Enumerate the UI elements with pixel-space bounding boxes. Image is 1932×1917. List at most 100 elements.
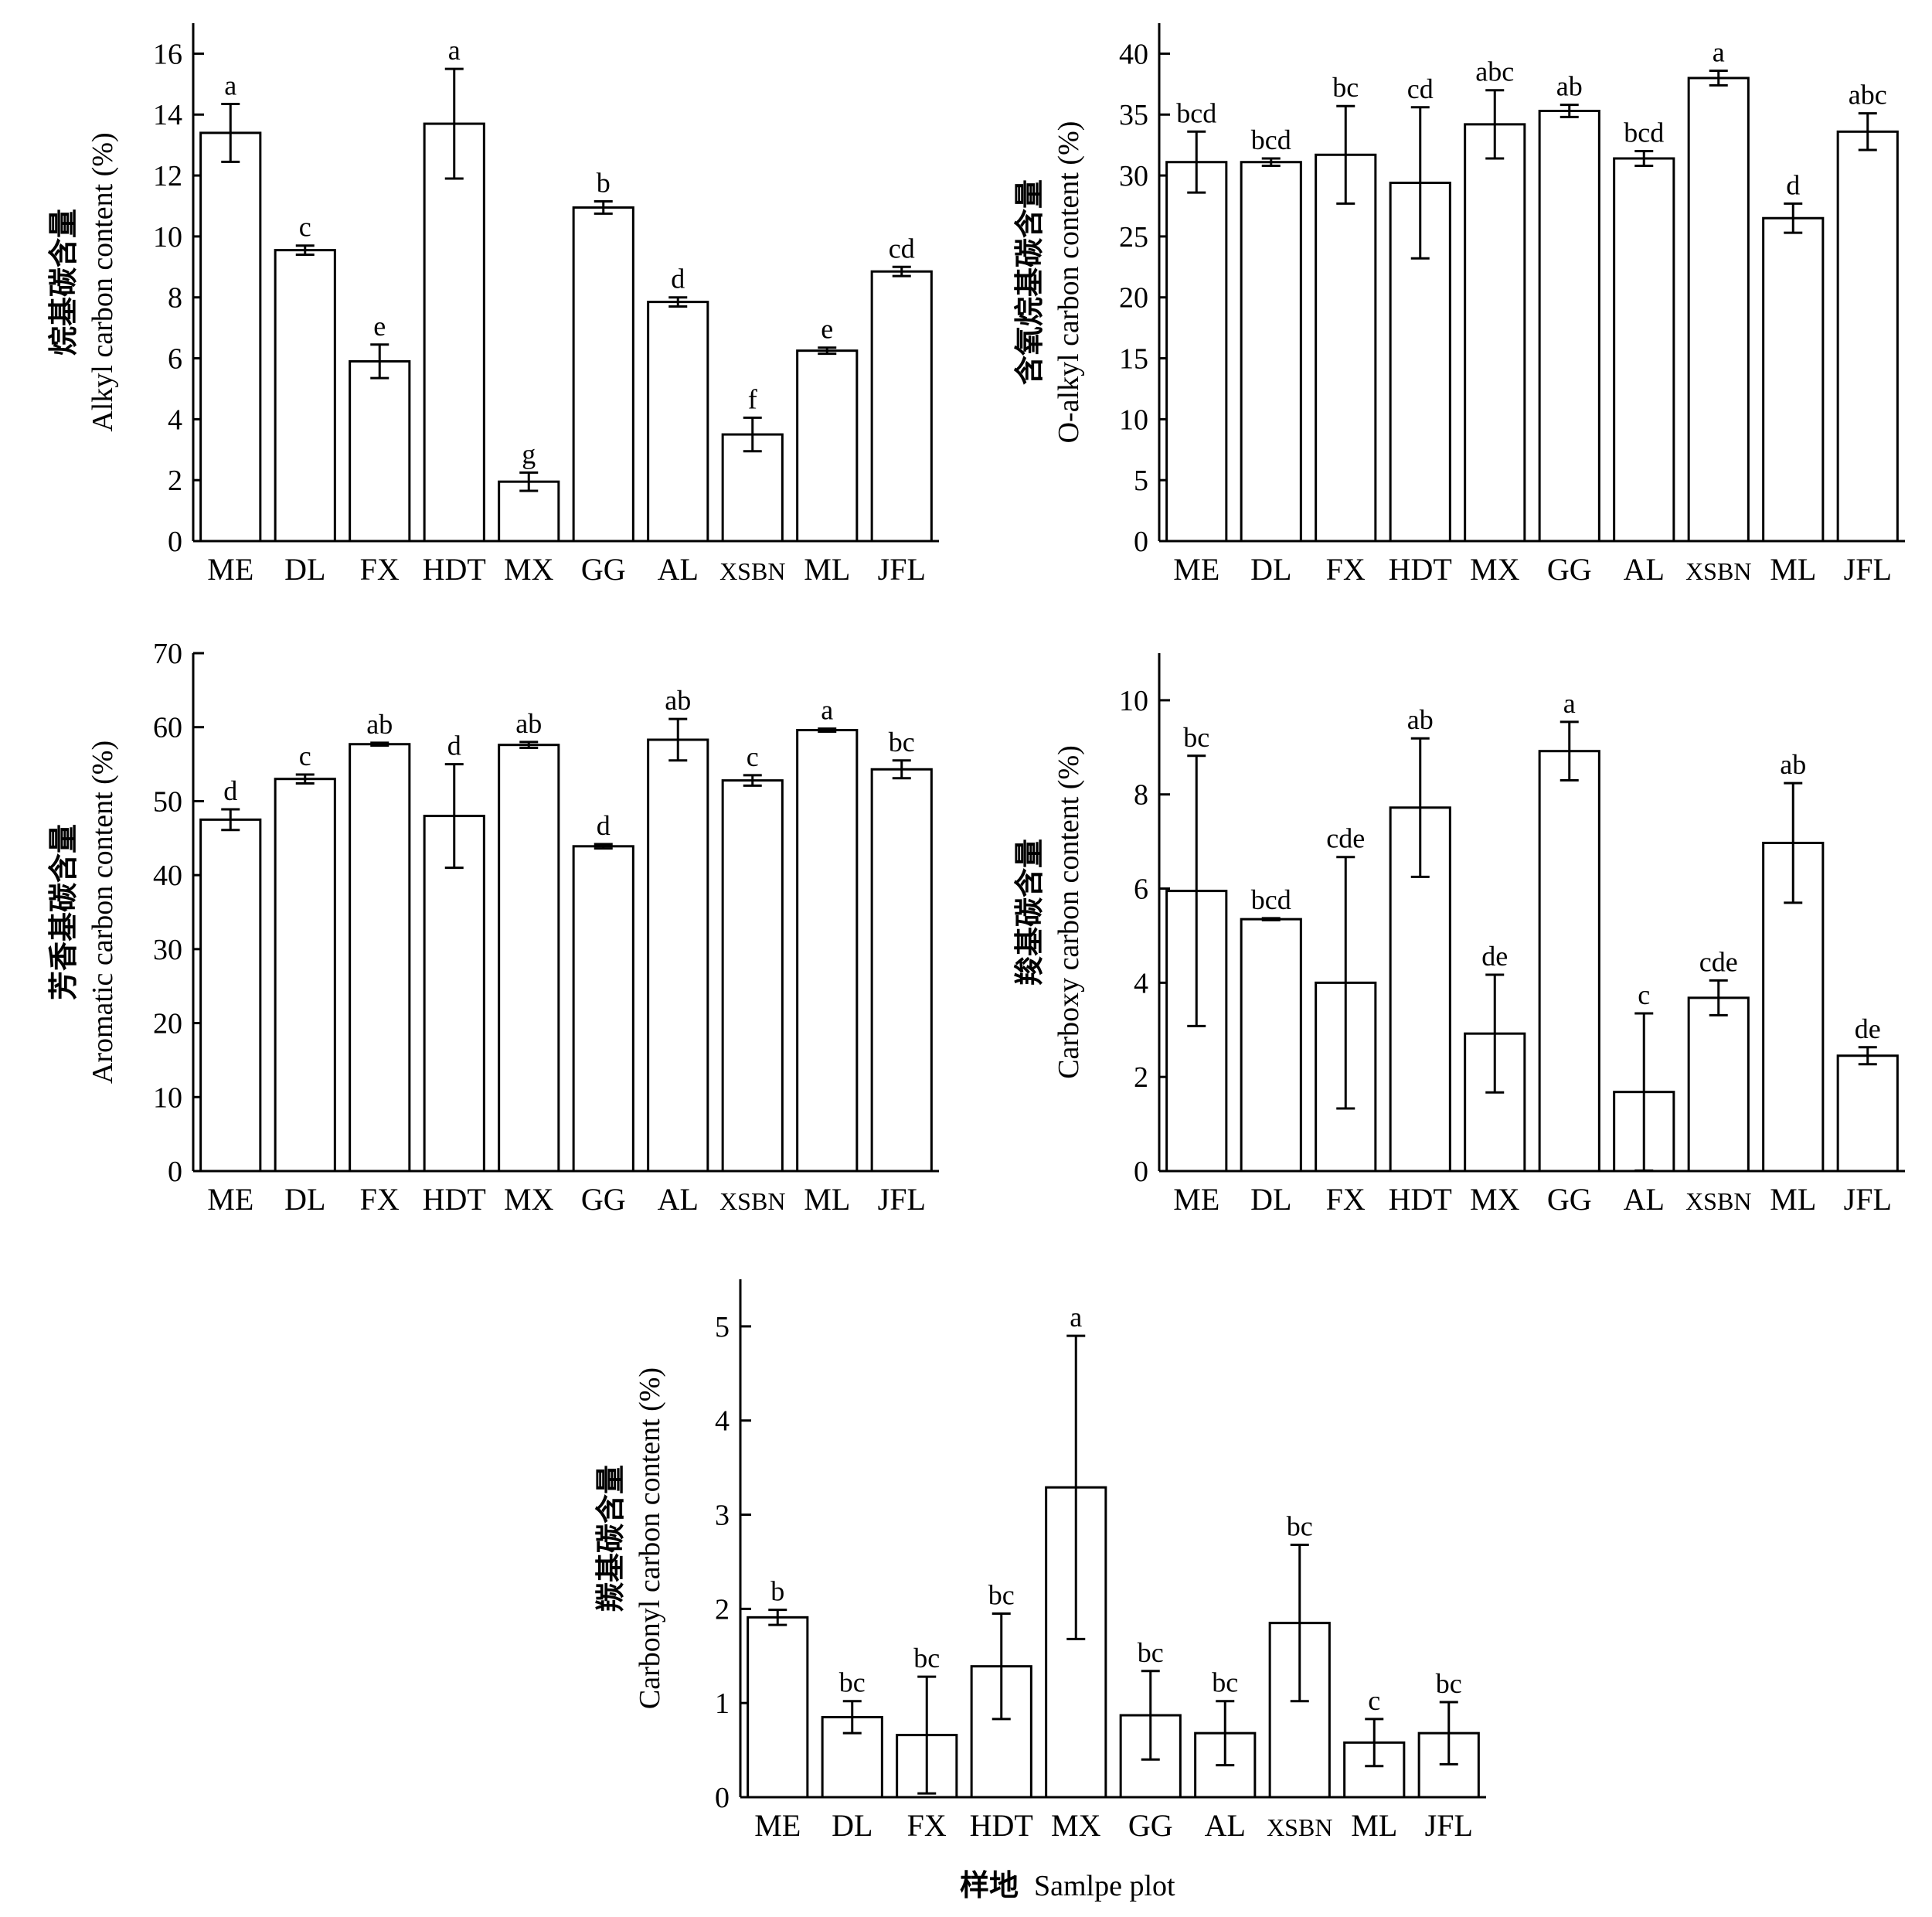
bar-al xyxy=(647,738,709,1173)
x-tick-label: HDT xyxy=(970,1808,1033,1843)
significance-label: a xyxy=(1713,36,1725,67)
bar-dl xyxy=(274,249,336,543)
significance-label: de xyxy=(1481,941,1508,972)
y-tick-label: 6 xyxy=(1134,873,1148,906)
significance-label: ab xyxy=(665,685,691,716)
x-tick-label: JFL xyxy=(1844,552,1892,587)
y-tick-label: 4 xyxy=(1134,967,1148,999)
y-axis-title-en: O-alkyl carbon content (%) xyxy=(1053,121,1085,444)
bar-gg xyxy=(572,206,634,543)
bar-al xyxy=(647,301,709,543)
y-tick-label: 10 xyxy=(1119,685,1148,717)
bar-xsbn xyxy=(1687,77,1750,543)
x-tick-label: ME xyxy=(754,1808,801,1843)
significance-label: b xyxy=(597,168,611,199)
x-tick-label: ML xyxy=(804,1182,850,1217)
significance-label: d xyxy=(223,775,237,806)
x-axis-title-en: Samlpe plot xyxy=(1034,1870,1175,1902)
significance-label: bcd xyxy=(1251,124,1291,155)
x-tick-label: ML xyxy=(804,552,850,587)
significance-label: c xyxy=(299,741,311,771)
x-tick-label: DL xyxy=(284,1182,325,1217)
y-axis-title-en: Aromatic carbon content (%) xyxy=(87,741,119,1084)
y-tick-label: 10 xyxy=(153,221,182,254)
y-tick-label: 14 xyxy=(153,99,182,131)
significance-label: ab xyxy=(1556,71,1583,102)
x-tick-label: DL xyxy=(1250,552,1291,587)
y-tick-label: 2 xyxy=(168,465,182,497)
x-tick-label: MX xyxy=(504,1182,554,1217)
chart-carboxy-carbon: 0 2 4 6 8 10 Carboxy carbon content (%)羧基碳含量 bc… xyxy=(1012,653,1905,1217)
significance-label: abc xyxy=(1849,80,1887,111)
x-axis-title-zh: 样地 xyxy=(960,1868,1019,1902)
bar-dl xyxy=(274,778,336,1173)
y-tick-label: 10 xyxy=(1119,403,1148,436)
x-tick-label: DL xyxy=(1250,1182,1291,1217)
x-tick-label: HDT xyxy=(423,1182,486,1217)
significance-label: a xyxy=(821,695,833,726)
bar-me xyxy=(1165,161,1228,543)
x-tick-label: AL xyxy=(658,552,699,587)
y-tick-label: 8 xyxy=(168,282,182,315)
x-tick-label: JFL xyxy=(878,552,926,587)
significance-label: bc xyxy=(1332,72,1359,103)
x-tick-label: FX xyxy=(1326,552,1366,587)
x-tick-label: AL xyxy=(1205,1808,1246,1843)
x-tick-label: JFL xyxy=(1844,1182,1892,1217)
bar-me xyxy=(199,131,262,543)
y-tick-label: 8 xyxy=(1134,779,1148,812)
significance-label: bc xyxy=(1287,1511,1313,1542)
y-tick-label: 2 xyxy=(715,1593,730,1626)
significance-label: de xyxy=(1855,1013,1881,1044)
y-tick-label: 25 xyxy=(1119,221,1148,254)
significance-label: ab xyxy=(1407,704,1434,735)
bar-gg xyxy=(1538,750,1600,1173)
significance-label: c xyxy=(1638,979,1650,1010)
bar-fx xyxy=(349,359,411,543)
bar-me xyxy=(199,818,262,1173)
significance-label: bc xyxy=(1436,1668,1462,1699)
bar-hdt xyxy=(423,815,485,1173)
significance-label: abc xyxy=(1475,56,1514,87)
bar-xsbn xyxy=(721,779,784,1173)
x-tick-label: ME xyxy=(207,1182,253,1217)
significance-label: b xyxy=(770,1576,784,1607)
bar-ml xyxy=(796,349,859,543)
x-tick-label: ME xyxy=(1173,1182,1219,1217)
significance-label: ab xyxy=(515,708,542,739)
x-tick-label: XSBN xyxy=(1685,1187,1751,1215)
y-axis-title-zh: 羰基碳含量 xyxy=(594,1465,628,1612)
x-tick-label: XSBN xyxy=(1685,557,1751,585)
x-tick-label: HDT xyxy=(1389,552,1452,587)
x-tick-label: FX xyxy=(1326,1182,1366,1217)
x-axis-title: 样地 Samlpe plot xyxy=(960,1868,1175,1902)
bar-jfl xyxy=(870,768,933,1173)
significance-label: c xyxy=(1368,1685,1380,1716)
y-tick-label: 60 xyxy=(153,712,182,744)
significance-label: g xyxy=(522,438,536,469)
x-tick-label: DL xyxy=(832,1808,872,1843)
y-tick-label: 0 xyxy=(168,1156,182,1188)
significance-label: c xyxy=(299,212,311,243)
y-tick-label: 70 xyxy=(153,638,182,670)
y-tick-label: 16 xyxy=(153,38,182,70)
y-tick-label: 6 xyxy=(168,343,182,376)
significance-label: a xyxy=(1070,1302,1082,1333)
bar-gg xyxy=(1538,110,1600,543)
x-tick-label: GG xyxy=(1547,552,1592,587)
y-tick-label: 4 xyxy=(168,403,182,436)
bar-mx xyxy=(1464,123,1526,543)
x-tick-label: AL xyxy=(658,1182,699,1217)
significance-label: f xyxy=(748,383,757,414)
y-tick-label: 20 xyxy=(153,1008,182,1040)
significance-label: e xyxy=(821,314,833,345)
significance-label: bc xyxy=(1138,1637,1164,1668)
y-tick-label: 20 xyxy=(1119,282,1148,315)
significance-label: cd xyxy=(1407,73,1434,104)
x-tick-label: ML xyxy=(1770,552,1816,587)
y-tick-label: 12 xyxy=(153,160,182,192)
bar-jfl xyxy=(1836,1054,1899,1173)
significance-label: e xyxy=(373,311,386,342)
significance-label: bc xyxy=(1183,722,1209,753)
bar-fx xyxy=(349,743,411,1173)
